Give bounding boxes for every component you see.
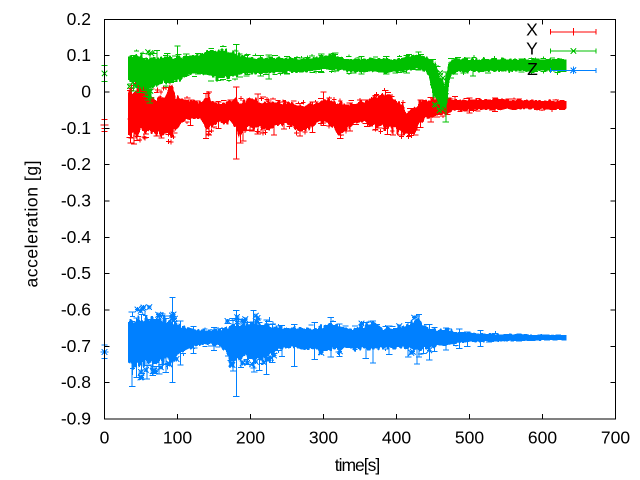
svg-text:-0.5: -0.5	[61, 263, 91, 283]
svg-text:-0.6: -0.6	[61, 300, 91, 320]
svg-text:time[s]: time[s]	[335, 455, 381, 475]
svg-text:-0.2: -0.2	[61, 154, 91, 174]
svg-text:400: 400	[382, 428, 411, 448]
svg-text:0.2: 0.2	[67, 9, 91, 29]
svg-text:500: 500	[455, 428, 484, 448]
svg-text:700: 700	[601, 428, 630, 448]
svg-text:600: 600	[528, 428, 557, 448]
svg-text:100: 100	[163, 428, 192, 448]
svg-text:-0.1: -0.1	[61, 118, 91, 138]
svg-text:-0.9: -0.9	[61, 409, 91, 429]
svg-text:-0.8: -0.8	[61, 372, 91, 392]
svg-text:acceleration [g]: acceleration [g]	[21, 161, 41, 288]
svg-text:X: X	[526, 20, 538, 40]
svg-text:-0.7: -0.7	[61, 336, 91, 356]
svg-text:-0.3: -0.3	[61, 191, 91, 211]
svg-text:300: 300	[309, 428, 338, 448]
svg-text:Z: Z	[527, 59, 538, 79]
svg-text:-0.4: -0.4	[61, 227, 91, 247]
svg-text:200: 200	[236, 428, 265, 448]
svg-text:Y: Y	[526, 39, 538, 59]
svg-text:0.1: 0.1	[67, 45, 91, 65]
svg-text:0: 0	[100, 428, 110, 448]
svg-text:0: 0	[81, 82, 91, 102]
